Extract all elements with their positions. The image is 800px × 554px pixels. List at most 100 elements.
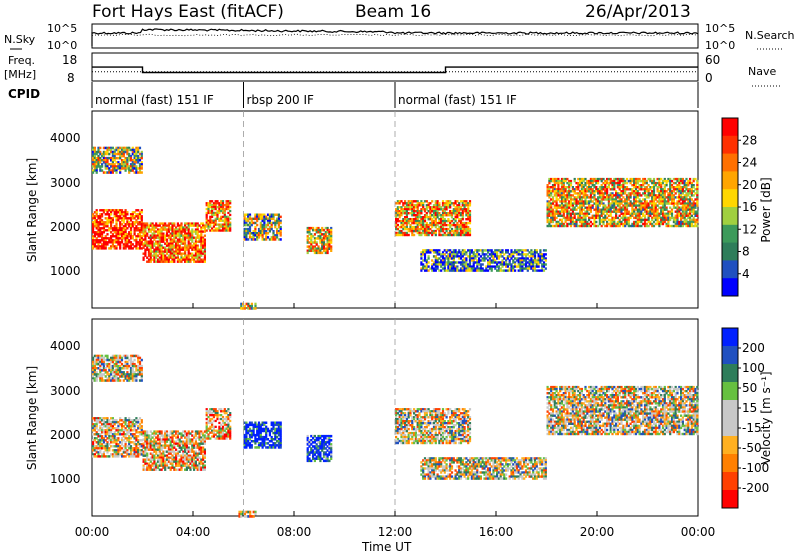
data-cell	[436, 263, 439, 266]
data-cell	[110, 364, 113, 368]
data-cell	[160, 250, 163, 253]
data-cell	[122, 217, 125, 220]
data-cell	[560, 186, 564, 189]
data-cell	[652, 190, 656, 193]
data-cell	[191, 232, 194, 235]
data-cell	[93, 225, 96, 228]
data-cell	[106, 417, 109, 420]
data-cell	[616, 181, 619, 185]
data-cell	[642, 198, 645, 201]
data-cell	[656, 220, 659, 224]
data-cell	[546, 204, 549, 207]
data-cell	[124, 167, 127, 170]
data-cell	[656, 190, 659, 193]
data-cell	[120, 453, 124, 456]
data-cell	[117, 449, 120, 452]
data-cell	[411, 204, 414, 207]
data-cell	[162, 250, 165, 253]
data-cell	[279, 227, 282, 231]
data-cell	[573, 214, 576, 217]
data-cell	[97, 161, 100, 164]
data-cell	[499, 253, 502, 256]
data-cell	[111, 437, 114, 440]
data-cell	[468, 249, 472, 252]
data-cell	[243, 219, 246, 223]
data-cell	[533, 267, 537, 270]
data-cell	[645, 186, 648, 189]
data-cell	[692, 204, 695, 207]
data-cell	[440, 261, 443, 264]
data-cell	[414, 229, 417, 233]
data-cell	[665, 224, 668, 228]
data-cell	[568, 204, 571, 207]
data-cell	[214, 204, 217, 207]
data-cell	[598, 214, 601, 217]
data-cell	[418, 214, 421, 217]
data-cell	[440, 216, 443, 219]
data-cell	[306, 231, 309, 234]
data-cell	[97, 445, 100, 448]
data-cell	[625, 177, 629, 181]
data-cell	[624, 192, 627, 195]
data-cell	[111, 146, 114, 150]
data-cell	[631, 177, 634, 181]
data-cell	[110, 377, 113, 380]
data-cell	[564, 210, 567, 213]
data-cell	[450, 267, 454, 270]
data-cell	[441, 259, 445, 262]
data-cell	[330, 228, 333, 232]
data-cell	[658, 181, 661, 185]
data-cell	[661, 188, 665, 191]
data-cell	[656, 212, 659, 215]
data-cell	[178, 248, 181, 251]
data-cell	[131, 449, 134, 452]
data-cell	[151, 232, 154, 235]
data-cell	[184, 248, 187, 251]
data-cell	[467, 233, 470, 237]
data-cell	[425, 265, 428, 268]
data-cell	[651, 210, 654, 213]
data-cell	[92, 171, 95, 174]
data-cell	[200, 240, 203, 243]
data-cell	[660, 222, 663, 226]
data-cell	[560, 206, 564, 209]
data-cell	[672, 200, 675, 203]
data-cell	[92, 364, 95, 368]
data-cell	[696, 220, 699, 224]
data-cell	[692, 184, 695, 187]
data-cell	[452, 265, 455, 268]
data-cell	[427, 229, 430, 233]
data-cell	[604, 196, 607, 199]
data-cell	[615, 200, 618, 203]
data-cell	[663, 196, 666, 199]
colorbar-tick-label: 16	[742, 200, 757, 214]
data-cell	[454, 210, 457, 213]
data-cell	[459, 200, 463, 203]
data-cell	[680, 179, 683, 183]
data-cell	[647, 202, 650, 205]
data-cell	[506, 251, 509, 254]
data-cell	[324, 243, 327, 246]
data-cell	[654, 222, 657, 226]
data-cell	[225, 219, 228, 222]
data-cell	[99, 437, 102, 440]
data-cell	[198, 230, 201, 233]
data-cell	[129, 223, 133, 226]
data-cell	[680, 222, 683, 226]
data-cell	[185, 228, 188, 231]
data-cell	[569, 204, 573, 207]
data-cell	[510, 267, 513, 270]
data-cell	[178, 228, 181, 231]
data-cell	[146, 224, 149, 227]
data-cell	[101, 169, 104, 172]
data-cell	[562, 190, 565, 193]
data-cell	[404, 231, 407, 235]
data-cell	[414, 225, 417, 229]
data-cell	[454, 265, 457, 268]
data-cell	[200, 228, 203, 231]
data-cell	[559, 190, 562, 193]
data-cell	[602, 212, 605, 215]
data-cell	[187, 238, 190, 241]
data-cell	[198, 258, 201, 261]
data-cell	[548, 190, 551, 193]
